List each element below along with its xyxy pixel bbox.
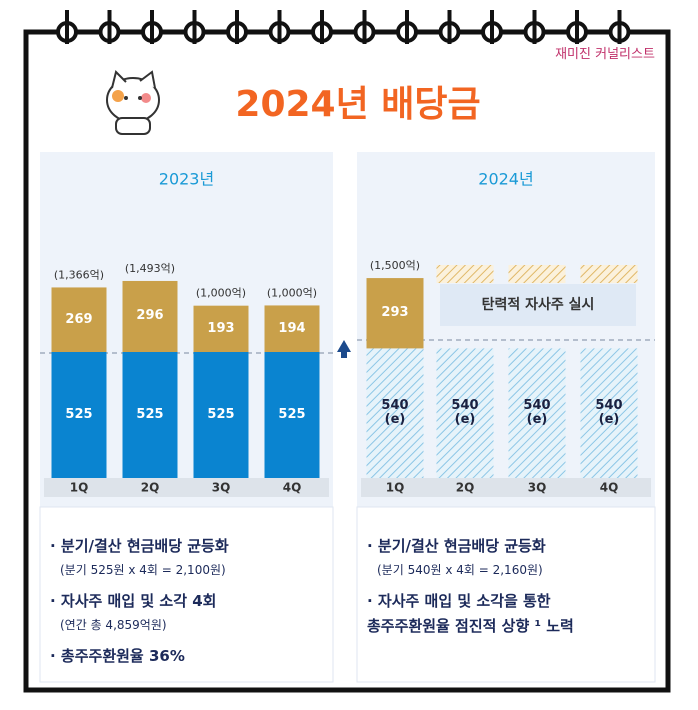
value-label: 540 (e) — [595, 398, 623, 428]
note: · 자사주 매입 및 소각을 통한 — [367, 592, 551, 610]
value-label: 193 — [207, 320, 235, 336]
placeholder-bar — [580, 265, 638, 283]
annotation-box — [440, 284, 636, 326]
total-label: (1,000억) — [196, 287, 246, 300]
total-label: (1,500억) — [370, 259, 420, 272]
bar — [580, 348, 638, 478]
note: (분기 525원 x 4회 = 2,100원) — [60, 563, 226, 577]
chart-title: 2024년 — [478, 170, 533, 189]
total-label: (1,366억) — [54, 268, 104, 281]
value-label: 525 — [136, 407, 164, 422]
total-label: (1,493억) — [125, 262, 175, 275]
value-label: 269 — [65, 311, 93, 327]
notes: · 분기/결산 현금배당 균등화 (분기 525원 x 4회 = 2,100원) ·… — [50, 535, 329, 666]
bar — [122, 352, 178, 478]
bar — [264, 305, 320, 352]
watermark: 재미진 커널리스트 — [555, 47, 655, 62]
bar — [436, 348, 494, 478]
notes: · 분기/결산 현금배당 균등화 (분기 540원 x 4회 = 2,160원) ·… — [367, 535, 651, 636]
total-label: (1,000억) — [267, 286, 317, 299]
bar — [264, 352, 320, 478]
note: · 분기/결산 현금배당 균등화 — [50, 537, 229, 555]
value-label: 525 — [278, 407, 306, 422]
value-label: 293 — [381, 305, 409, 321]
value-label: 540 (e) — [381, 398, 409, 428]
value-label: 194 — [278, 320, 306, 336]
notes-panel — [39, 506, 334, 683]
arrow-icon — [337, 340, 351, 358]
x-tick-label: 3Q — [528, 481, 547, 495]
value-label: 540 (e) — [451, 398, 479, 428]
x-axis-band — [44, 478, 329, 497]
note: (연간 총 4,859억원) — [60, 618, 167, 632]
bar — [508, 348, 566, 478]
chart-title: 2023년 — [159, 170, 214, 189]
bar — [366, 348, 424, 478]
value-label: 525 — [65, 407, 93, 422]
note: · 분기/결산 현금배당 균등화 — [367, 537, 546, 555]
value-label: 296 — [136, 308, 164, 324]
annotation: 탄력적 자사주 실시 — [482, 296, 595, 313]
placeholder-bar — [436, 265, 494, 283]
cat-icon — [106, 70, 160, 135]
bar — [122, 280, 178, 352]
rings — [56, 10, 631, 44]
note: · 자사주 매입 및 소각 4회 — [50, 592, 217, 610]
x-tick-label: 1Q — [386, 481, 405, 495]
page-title: 2024년 배당금 — [235, 84, 480, 125]
bar — [193, 305, 249, 352]
notes-panel — [356, 506, 656, 683]
x-tick-label: 3Q — [212, 481, 231, 495]
value-label: 525 — [207, 407, 235, 422]
value-label: 540 (e) — [523, 398, 551, 428]
x-tick-label: 2Q — [456, 481, 475, 495]
bar — [51, 287, 107, 352]
note: 총주주환원율 점진적 상향 ¹ 노력 — [367, 617, 574, 635]
x-tick-label: 1Q — [70, 481, 89, 495]
x-tick-label: 2Q — [141, 481, 160, 495]
bar — [193, 352, 249, 478]
placeholder-bar — [508, 265, 566, 283]
x-tick-label: 4Q — [600, 481, 619, 495]
bar — [366, 278, 424, 349]
bar — [51, 352, 107, 478]
note: (분기 540원 x 4회 = 2,160원) — [377, 563, 543, 577]
x-axis-band — [361, 478, 651, 497]
x-tick-label: 4Q — [283, 481, 302, 495]
note: · 총주주환원율 36% — [50, 647, 185, 665]
